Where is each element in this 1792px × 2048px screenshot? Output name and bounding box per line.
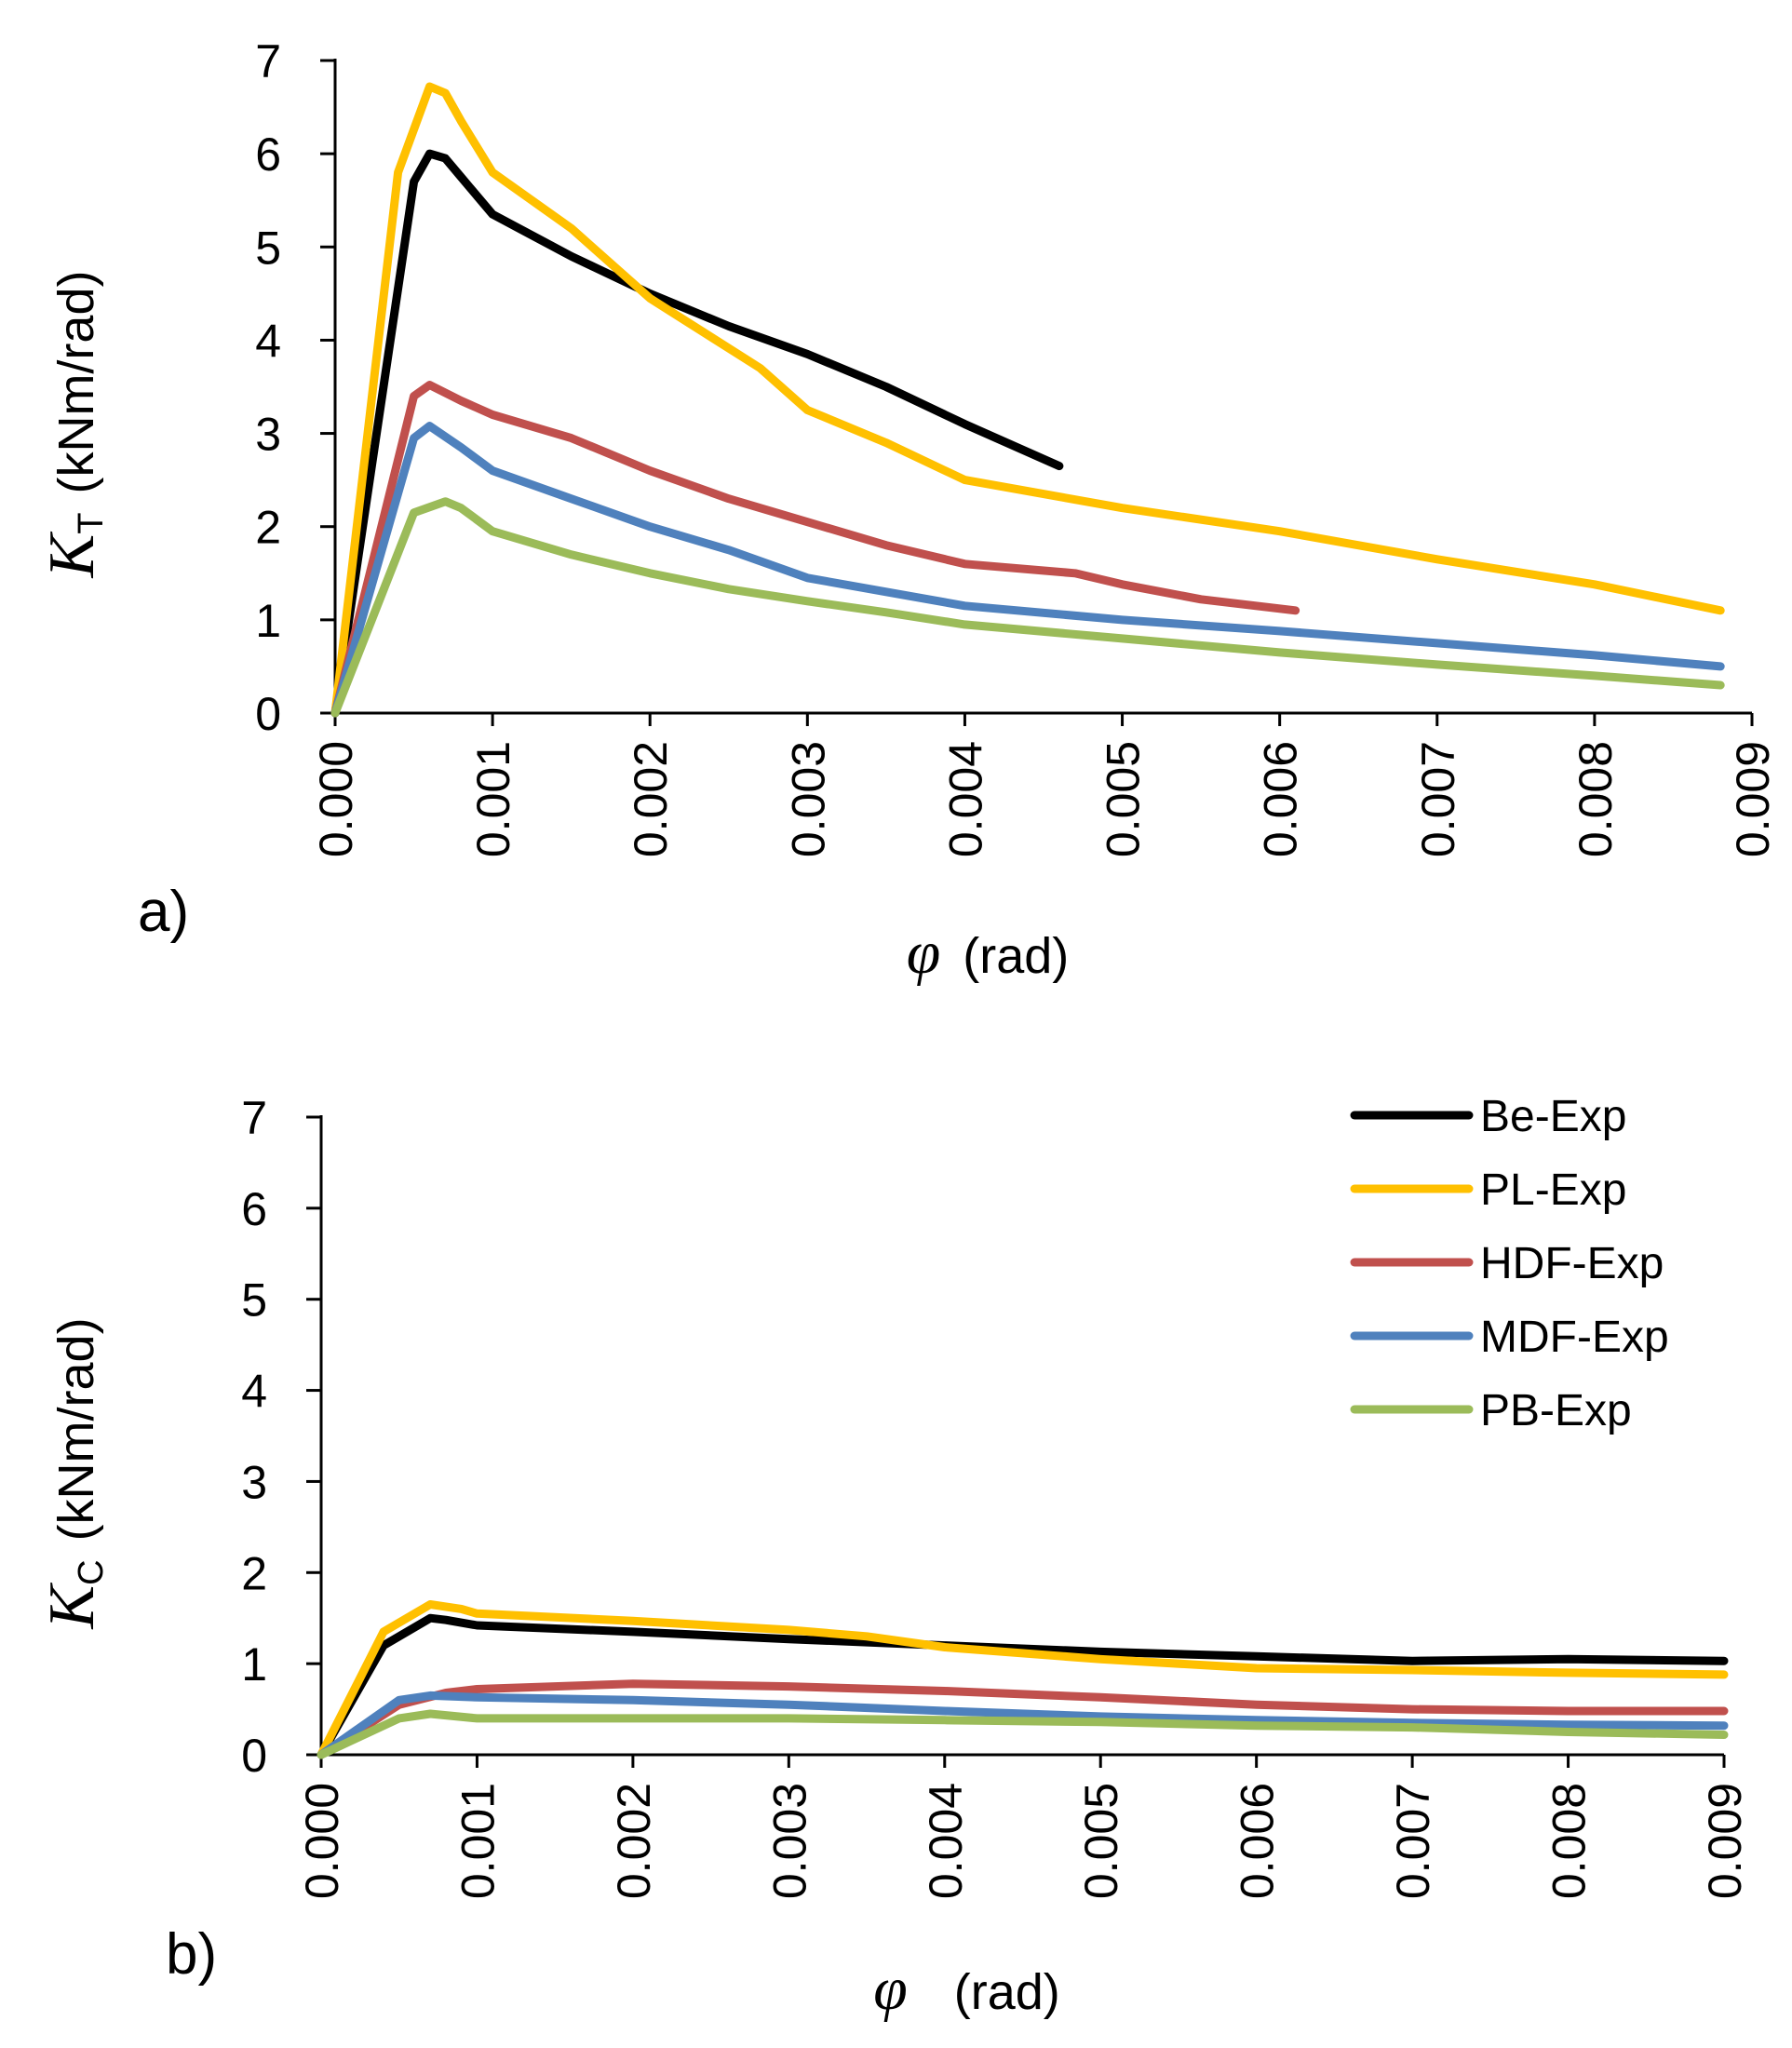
x-tick-label: 0.001 xyxy=(467,741,519,857)
y-tick-label: 4 xyxy=(241,1366,267,1418)
chart-panel-b: 0 1 2 3 4 5 6 7 0.000 0.001 0.002 0.003 0.004 0.005 0.… xyxy=(36,1092,1751,2023)
x-tick-label: 0.002 xyxy=(608,1783,660,1899)
y-tick-label: 2 xyxy=(255,502,281,554)
series-line-pl-exp xyxy=(317,1600,1729,1759)
x-tick-label: 0.003 xyxy=(763,1783,815,1899)
x-tick-label: 0.009 xyxy=(1727,741,1779,857)
x-axis-symbol: φ xyxy=(907,919,941,987)
x-tick-label: 0.005 xyxy=(1075,1783,1127,1899)
x-tick-label: 0.008 xyxy=(1543,1783,1596,1899)
series-line-be-exp xyxy=(317,1613,1729,1759)
y-axis-subscript: T xyxy=(72,513,111,534)
x-axis-unit: (rad) xyxy=(963,928,1069,984)
x-tick-label: 0.000 xyxy=(310,741,362,857)
chart-panel-a: 0 1 2 3 4 5 6 7 0.000 0.001 0.002 0.003 0.004 0.005 0.… xyxy=(36,35,1779,987)
y-axis-label: KC (kNm/rad) xyxy=(36,1317,111,1629)
y-axis-label: KT (kNm/rad) xyxy=(36,271,111,579)
legend-label: HDF-Exp xyxy=(1480,1239,1664,1288)
legend-label: PB-Exp xyxy=(1480,1386,1632,1435)
series-line-mdf-exp xyxy=(317,1691,1729,1759)
x-tick-label: 0.007 xyxy=(1387,1783,1439,1899)
panel-label: a) xyxy=(138,880,189,944)
y-axis-symbol: K xyxy=(36,1583,108,1630)
y-tick-label: 0 xyxy=(241,1730,267,1782)
y-tick-label: 3 xyxy=(241,1456,267,1508)
series-line-be-exp xyxy=(330,149,1064,718)
series-line-pb-exp xyxy=(317,1709,1729,1759)
y-tick-label: 4 xyxy=(255,315,281,367)
x-tick-label: 0.006 xyxy=(1255,741,1307,857)
x-tick-label: 0.009 xyxy=(1699,1783,1751,1899)
x-tick-label: 0.007 xyxy=(1412,741,1464,857)
x-tick-label: 0.004 xyxy=(920,1783,972,1899)
x-tick-label: 0.003 xyxy=(782,741,834,857)
y-tick-label: 1 xyxy=(255,595,281,647)
x-tick-label: 0.004 xyxy=(939,741,991,857)
x-tick-label: 0.001 xyxy=(451,1783,504,1899)
series-line-hdf-exp xyxy=(330,381,1300,718)
y-tick-label: 5 xyxy=(255,222,281,274)
x-tick-label: 0.002 xyxy=(625,741,677,857)
legend-label: MDF-Exp xyxy=(1480,1313,1669,1362)
y-tick-label: 3 xyxy=(255,409,281,461)
x-axis-unit: (rad) xyxy=(954,1964,1060,2020)
y-tick-label: 1 xyxy=(241,1638,267,1691)
legend-label: Be-Exp xyxy=(1480,1092,1626,1141)
x-tick-label: 0.008 xyxy=(1570,741,1622,857)
x-axis-label: φ (rad) xyxy=(907,919,1070,987)
y-axis-unit: (kNm/rad) xyxy=(48,271,104,494)
series-line-pl-exp xyxy=(330,82,1725,718)
y-axis-symbol: K xyxy=(36,531,108,578)
x-axis-label: φ (rad) xyxy=(873,1955,1060,2023)
legend: Be-Exp PL-Exp HDF-Exp MDF-Exp PB-Exp xyxy=(1350,1092,1669,1435)
panel-label: b) xyxy=(166,1922,217,1987)
x-axis-symbol: φ xyxy=(873,1955,908,2023)
y-tick-label: 6 xyxy=(255,128,281,181)
y-tick-label: 7 xyxy=(255,35,281,88)
y-tick-label: 0 xyxy=(255,688,281,740)
y-tick-label: 6 xyxy=(241,1183,267,1235)
y-axis-subscript: C xyxy=(72,1559,111,1584)
y-tick-label: 5 xyxy=(241,1274,267,1327)
y-axis-unit: (kNm/rad) xyxy=(48,1317,104,1541)
y-tick-label: 7 xyxy=(241,1092,267,1144)
series-line-mdf-exp xyxy=(330,422,1725,718)
series-line-pb-exp xyxy=(330,497,1725,718)
x-tick-label: 0.006 xyxy=(1232,1783,1284,1899)
x-tick-label: 0.000 xyxy=(296,1783,348,1899)
legend-label: PL-Exp xyxy=(1480,1165,1626,1215)
y-tick-label: 2 xyxy=(241,1547,267,1599)
x-tick-label: 0.005 xyxy=(1098,741,1150,857)
